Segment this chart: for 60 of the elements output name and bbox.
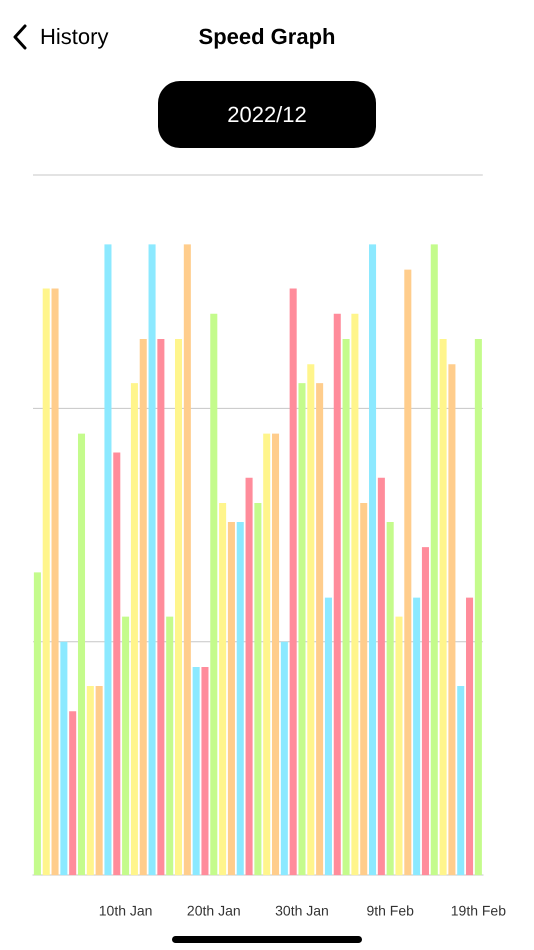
bar (210, 314, 218, 876)
bar (86, 686, 94, 876)
bar (448, 364, 456, 876)
date-button: 2022/12 (158, 81, 376, 148)
bar (69, 711, 76, 876)
bar (307, 364, 314, 876)
bar (342, 339, 350, 876)
x-tick-label: 20th Jan (186, 902, 241, 918)
bar (466, 598, 474, 876)
bar (34, 572, 41, 876)
bar (386, 522, 394, 876)
bar (113, 452, 120, 876)
bar (324, 598, 332, 876)
bar (246, 478, 253, 876)
bar (395, 616, 403, 876)
x-tick-label: 19th Feb (450, 902, 506, 918)
bar (192, 667, 200, 876)
bar (104, 244, 112, 876)
bar (52, 288, 59, 876)
bar (219, 503, 226, 876)
bar (413, 598, 420, 876)
bar (122, 616, 130, 876)
bar (263, 434, 270, 876)
bar (280, 642, 288, 876)
bar (430, 244, 438, 876)
x-tick-label: 9th Feb (366, 902, 414, 918)
x-tick-label: 10th Jan (98, 902, 152, 918)
bar (130, 383, 138, 876)
bar (369, 244, 376, 876)
chart-subtitle: 2022/12 (227, 102, 307, 128)
bar (78, 434, 86, 876)
bar (334, 314, 341, 876)
bar (166, 616, 174, 876)
x-tick-label: 30th Jan (275, 902, 329, 918)
bar (474, 339, 482, 876)
bar (236, 522, 244, 876)
bar (228, 522, 235, 876)
bar (60, 642, 68, 876)
bar (157, 339, 164, 876)
bar (378, 478, 385, 876)
bar (290, 288, 297, 876)
bar (360, 503, 368, 876)
chart-title: Speed Graph (198, 23, 336, 51)
text: History (40, 23, 108, 51)
bar (272, 434, 280, 876)
bar (351, 314, 358, 876)
bar (316, 383, 324, 876)
bar (184, 244, 191, 876)
bar (174, 339, 182, 876)
bar (254, 503, 262, 876)
bar (201, 667, 208, 876)
bar (457, 686, 464, 876)
bar (140, 339, 147, 876)
bar (42, 288, 50, 876)
bar (96, 686, 103, 876)
bar (422, 547, 429, 876)
bar (404, 270, 412, 876)
bar (148, 244, 156, 876)
bar (440, 339, 447, 876)
bar (298, 383, 306, 876)
